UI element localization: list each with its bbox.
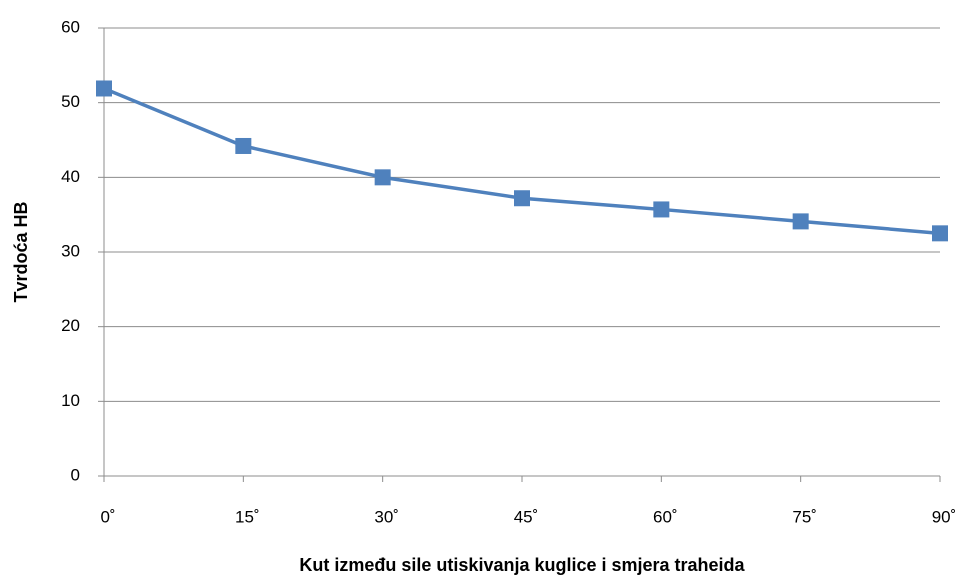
marker [932,225,948,242]
y-tick-label: 10 [61,391,80,410]
x-tick-label: 30˚ [374,507,399,526]
line [103,86,941,236]
x-tick-label: 60˚ [653,507,678,526]
y-tick-label: 60 [61,17,80,36]
x-tick-label: 75˚ [792,507,817,526]
y-tick-label: 50 [61,92,80,111]
x-axis-title: Kut između sile utiskivanja kuglice i sm… [299,555,745,575]
marker [792,213,809,230]
marker [96,80,112,97]
y-tick-label: 20 [61,316,80,335]
marker [514,190,530,207]
marker [235,137,252,154]
x-tick-label: 0˚ [100,507,115,526]
x-tick-label: 45˚ [514,507,539,526]
y-axis-title: Tvrdoća HB [11,201,31,302]
marker [653,201,670,218]
x-tick-label: 90˚ [932,507,955,526]
y-tick-label: 0 [71,465,80,484]
x-tick-label: 15˚ [235,507,260,526]
marker [374,169,391,186]
y-tick-label: 40 [61,167,80,186]
y-tick-label: 30 [61,241,80,260]
